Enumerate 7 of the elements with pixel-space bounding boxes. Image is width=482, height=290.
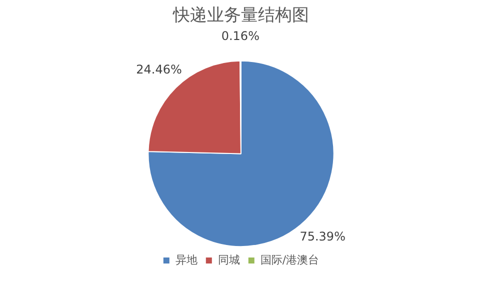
legend-label: 异地 <box>175 253 198 266</box>
data-label: 75.39% <box>300 229 346 244</box>
data-label: 0.16% <box>221 29 260 44</box>
legend-label: 同城 <box>218 253 240 266</box>
legend-label: 国际/港澳台 <box>260 253 320 266</box>
data-label: 24.46% <box>136 62 182 77</box>
chart-title: 快递业务量结构图 <box>172 6 309 26</box>
